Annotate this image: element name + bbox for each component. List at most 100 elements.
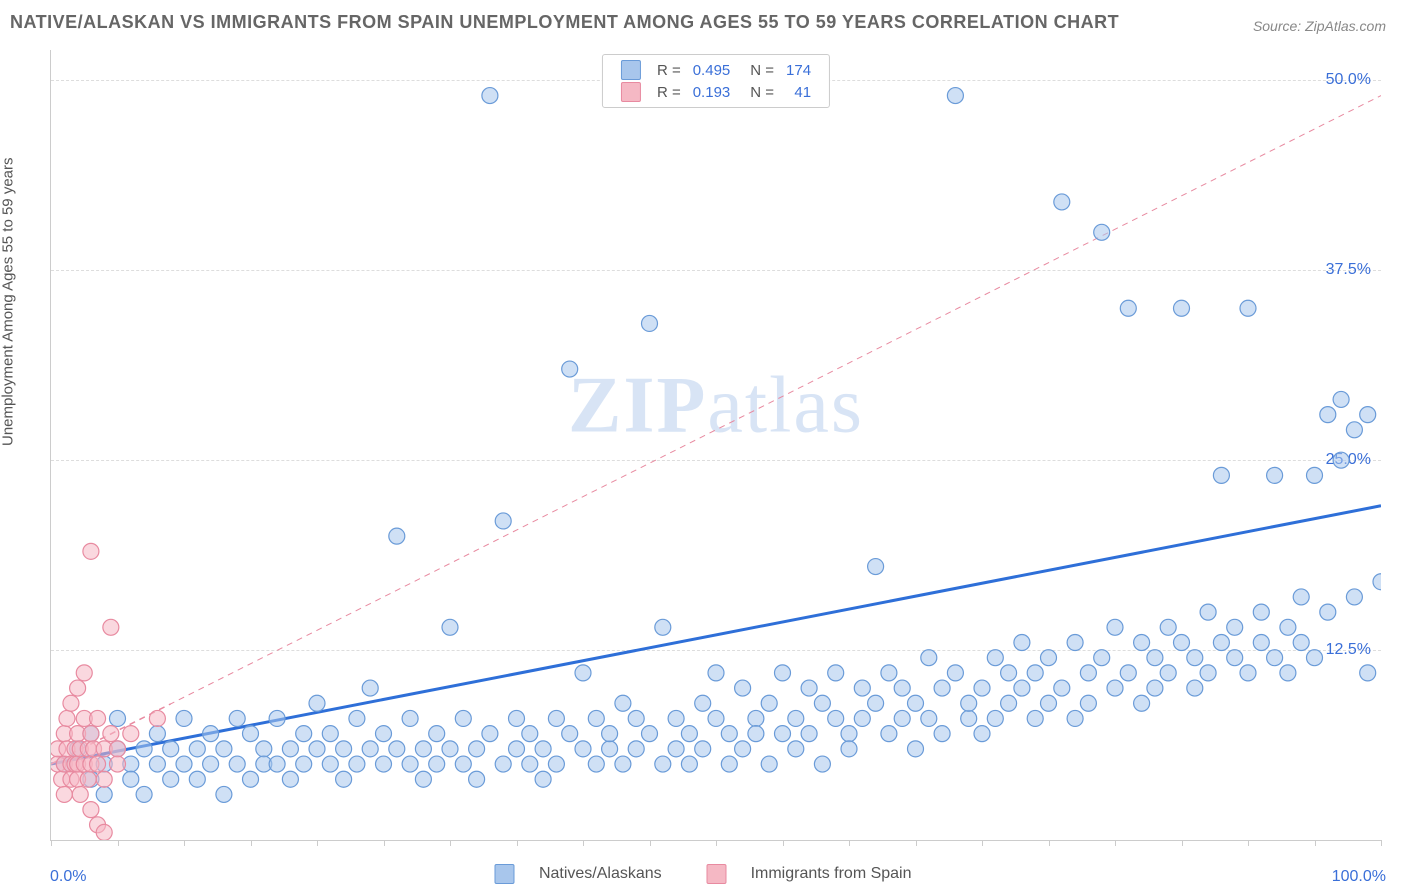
data-point [974,680,990,696]
data-point [615,695,631,711]
data-point [854,710,870,726]
data-point [243,726,259,742]
data-point [588,756,604,772]
data-point [548,710,564,726]
legend-item-immigrants: Immigrants from Spain [696,865,921,882]
data-point [761,695,777,711]
data-point [455,710,471,726]
data-point [509,741,525,757]
data-point [1107,680,1123,696]
data-point [336,741,352,757]
data-point [1213,635,1229,651]
chart-title: NATIVE/ALASKAN VS IMMIGRANTS FROM SPAIN … [10,12,1119,33]
data-point [96,771,112,787]
data-point [59,710,75,726]
data-point [828,665,844,681]
data-point [322,756,338,772]
data-point [775,726,791,742]
data-point [695,741,711,757]
x-tick [1115,840,1116,846]
swatch-immigrants-icon [706,864,726,884]
data-point [535,771,551,787]
legend-item-natives: Natives/Alaskans [484,865,676,882]
data-point [522,756,538,772]
data-point [216,741,232,757]
data-point [947,665,963,681]
data-point [1213,467,1229,483]
data-point [495,513,511,529]
data-point [96,786,112,802]
x-tick [783,840,784,846]
data-point [748,726,764,742]
data-point [535,741,551,757]
x-tick [1182,840,1183,846]
data-point [1001,665,1017,681]
legend-row-natives: R =0.495 N =174 [615,59,817,81]
data-point [83,726,99,742]
data-point [72,786,88,802]
legend-label-natives: Natives/Alaskans [539,865,662,882]
data-point [588,710,604,726]
data-point [788,710,804,726]
data-point [1320,407,1336,423]
data-point [136,741,152,757]
x-tick [916,840,917,846]
data-point [947,88,963,104]
data-point [336,771,352,787]
data-point [1094,224,1110,240]
data-point [1373,574,1381,590]
data-point [1160,619,1176,635]
data-point [708,710,724,726]
data-point [1134,635,1150,651]
data-point [908,741,924,757]
x-tick [517,840,518,846]
data-point [103,619,119,635]
data-point [442,741,458,757]
data-point [309,741,325,757]
data-point [80,771,96,787]
data-point [868,559,884,575]
data-point [1001,695,1017,711]
data-point [788,741,804,757]
data-point [495,756,511,772]
data-point [1041,695,1057,711]
y-axis-label: Unemployment Among Ages 55 to 59 years [0,157,17,446]
data-point [1280,665,1296,681]
data-point [269,756,285,772]
data-point [1107,619,1123,635]
data-point [628,741,644,757]
data-point [176,710,192,726]
data-point [681,726,697,742]
x-tick [1248,840,1249,846]
source-attribution: Source: ZipAtlas.com [1253,18,1386,34]
data-point [1080,665,1096,681]
data-point [189,741,205,757]
data-point [748,710,764,726]
data-point [469,771,485,787]
data-point [775,665,791,681]
data-point [362,680,378,696]
data-point [402,756,418,772]
data-point [801,680,817,696]
data-point [123,771,139,787]
series-legend: Natives/Alaskans Immigrants from Spain [474,864,931,884]
data-point [1293,589,1309,605]
x-tick [849,840,850,846]
chart-plot-area: ZIPatlas R =0.495 N =174 R =0.193 N =41 … [50,50,1381,841]
data-point [615,756,631,772]
data-point [1320,604,1336,620]
legend-label-immigrants: Immigrants from Spain [751,865,912,882]
data-point [110,756,126,772]
data-point [322,726,338,742]
data-point [389,741,405,757]
data-point [429,726,445,742]
data-point [1293,635,1309,651]
data-point [376,756,392,772]
x-tick [716,840,717,846]
data-point [1014,635,1030,651]
x-axis-max-label: 100.0% [1332,868,1386,886]
data-point [1187,680,1203,696]
data-point [482,88,498,104]
data-point [282,741,298,757]
data-point [668,741,684,757]
